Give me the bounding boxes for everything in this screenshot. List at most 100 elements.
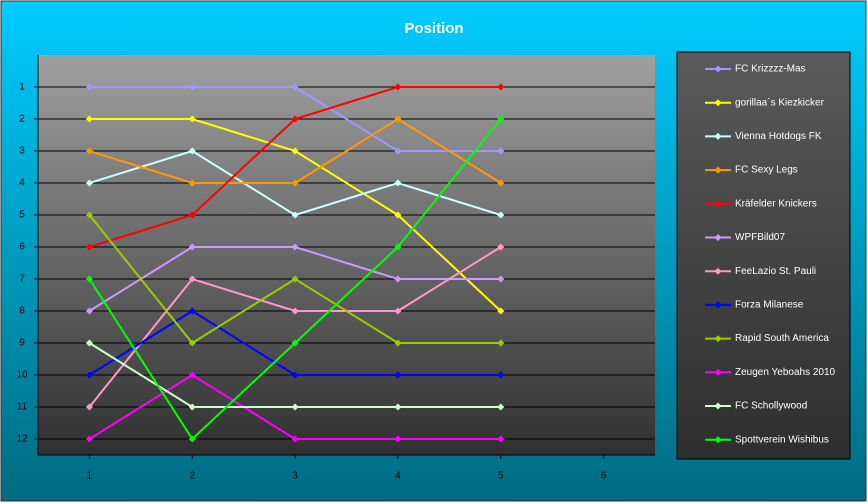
marker — [394, 211, 402, 219]
legend-label: WPFBild07 — [735, 232, 785, 243]
y-tick-label: 9 — [19, 338, 25, 349]
legend-marker — [714, 166, 722, 174]
y-tick-label: 12 — [16, 434, 28, 445]
marker — [85, 339, 93, 347]
marker — [85, 211, 93, 219]
marker — [291, 115, 299, 123]
marker — [497, 307, 505, 315]
y-tick-label: 1 — [19, 82, 25, 93]
legend-label: Rapid South America — [735, 333, 829, 344]
y-tick-label: 11 — [17, 402, 28, 413]
marker — [188, 403, 196, 411]
marker — [188, 435, 196, 443]
legend-marker — [714, 267, 722, 275]
marker — [188, 307, 196, 315]
marker — [188, 211, 196, 219]
marker — [85, 371, 93, 379]
y-tick-label: 6 — [19, 242, 25, 253]
x-tick-label: 1 — [87, 471, 93, 482]
marker — [291, 179, 299, 187]
marker — [291, 307, 299, 315]
legend-marker — [714, 200, 722, 208]
legend-label: FeeLazio St. Pauli — [735, 266, 816, 277]
marker — [291, 243, 299, 251]
marker — [497, 115, 505, 123]
marker — [85, 115, 93, 123]
marker — [188, 275, 196, 283]
legend-marker — [714, 132, 722, 140]
legend-marker — [714, 402, 722, 410]
marker — [85, 179, 93, 187]
legend-marker — [714, 301, 722, 309]
marker — [85, 147, 93, 155]
legend-marker — [714, 436, 722, 444]
marker — [497, 275, 505, 283]
marker — [188, 243, 196, 251]
marker — [394, 371, 402, 379]
marker — [394, 243, 402, 251]
marker — [188, 83, 196, 91]
marker — [394, 115, 402, 123]
marker — [85, 403, 93, 411]
legend-marker — [714, 234, 722, 241]
marker — [394, 147, 402, 155]
marker — [291, 435, 299, 443]
marker — [188, 115, 196, 123]
y-tick-label: 4 — [19, 178, 25, 189]
marker — [497, 83, 505, 91]
x-tick-label: 2 — [189, 471, 195, 482]
legend-label: Kräfelder Knickers — [735, 198, 817, 209]
legend-label: Zeugen Yeboahs 2010 — [735, 367, 836, 378]
marker — [394, 403, 402, 411]
marker — [394, 275, 402, 283]
marker — [394, 435, 402, 443]
y-tick-label: 3 — [19, 146, 25, 157]
x-tick-label: 4 — [395, 471, 401, 482]
marker — [291, 147, 299, 155]
marker — [291, 339, 299, 347]
marker — [497, 339, 505, 347]
chart-title: Position — [404, 20, 463, 37]
y-tick-label: 2 — [19, 114, 25, 125]
marker — [497, 147, 505, 155]
legend-marker — [714, 99, 722, 107]
marker — [497, 211, 505, 219]
legend-label: Spottverein Wishibus — [735, 434, 829, 445]
marker — [497, 243, 505, 251]
y-tick-label: 10 — [16, 370, 28, 381]
y-tick-label: 8 — [19, 306, 25, 317]
marker — [291, 211, 299, 219]
legend-marker — [714, 368, 722, 376]
marker — [394, 307, 402, 315]
marker — [497, 179, 505, 187]
legend-marker — [714, 335, 722, 343]
marker — [291, 371, 299, 379]
y-tick-label: 5 — [19, 210, 25, 221]
marker — [85, 435, 93, 443]
x-tick-label: 6 — [601, 471, 607, 482]
marker — [188, 147, 196, 155]
legend-label: gorillaa´s Kiezkicker — [735, 96, 825, 108]
marker — [394, 339, 402, 347]
marker — [291, 83, 299, 91]
legend-marker — [714, 65, 722, 73]
marker — [291, 403, 299, 411]
marker — [188, 339, 196, 347]
legend-label: FC Schollywood — [735, 401, 807, 412]
marker — [85, 243, 93, 251]
marker — [188, 371, 196, 379]
marker — [497, 435, 505, 443]
marker — [85, 275, 93, 283]
marker — [291, 275, 299, 283]
marker — [85, 307, 93, 315]
marker — [394, 179, 402, 187]
x-tick-label: 5 — [498, 471, 504, 482]
plot-area — [38, 55, 655, 455]
y-tick-label: 7 — [19, 274, 25, 285]
marker — [497, 371, 505, 379]
legend-label: FC Krizzzz-Mas — [735, 64, 806, 75]
legend-label: FC Sexy Legs — [735, 165, 798, 176]
marker — [497, 403, 505, 411]
marker — [85, 83, 93, 91]
